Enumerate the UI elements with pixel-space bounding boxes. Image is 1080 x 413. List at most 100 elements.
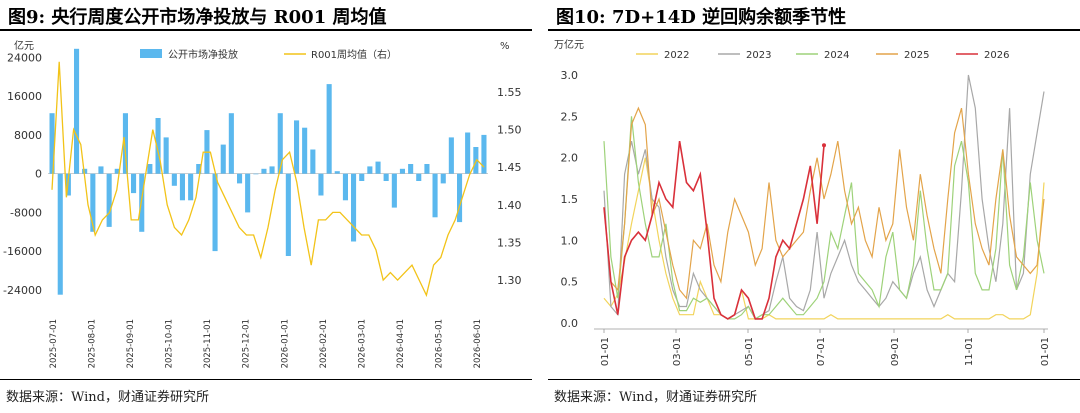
net-injection-bar (375, 161, 381, 174)
x-tick-label: 11-01 (964, 337, 975, 366)
legend-label-2025: 2025 (904, 50, 929, 61)
right-y-tick-label: 1.30 (497, 274, 522, 287)
net-injection-bar (416, 173, 422, 181)
left-y-tick-label: 0 (35, 168, 42, 181)
right-y-tick-label: 1.45 (497, 161, 522, 174)
x-tick-label: 05-01 (744, 337, 755, 366)
left-footer-rule (0, 379, 532, 380)
x-tick-label: 01-01 (1040, 337, 1051, 366)
left-y-tick-label: -8000 (10, 206, 42, 219)
x-tick-label: 2025-09-01 (126, 319, 136, 368)
net-injection-bar (82, 168, 88, 174)
right-y-tick-label: 1.55 (497, 86, 522, 99)
left-title-rule (0, 29, 532, 31)
right-y-tick-label: 1.40 (497, 199, 522, 212)
net-injection-bar (106, 173, 112, 227)
net-injection-r001-chart: 亿元 % 公开市场净投放 R001周均值（右） 24000 16000 8000 0 -8000… (3, 39, 522, 368)
x-tick-label: 2026-02-01 (319, 319, 329, 368)
x-tick-label: 03-01 (672, 337, 683, 366)
net-injection-bar (90, 173, 96, 232)
net-injection-bar (285, 173, 291, 256)
net-injection-bar (171, 173, 177, 186)
legend-bar-label: 公开市场净投放 (168, 48, 238, 61)
net-injection-bar (49, 113, 55, 174)
net-injection-bar (359, 173, 365, 181)
left-y-tick-label: -24000 (3, 284, 42, 297)
net-injection-bar (179, 173, 185, 201)
legend-line-label: R001周均值（右） (311, 48, 397, 61)
x-tick-label: 2026-01-01 (280, 319, 290, 368)
net-injection-bar (212, 173, 218, 252)
net-injection-bar (326, 84, 332, 174)
net-injection-bar (351, 173, 357, 242)
net-injection-bar (163, 137, 169, 174)
net-injection-bar (294, 120, 300, 174)
x-tick-label: 2026-03-01 (357, 319, 367, 368)
y-tick-label: 2.0 (561, 152, 579, 165)
x-tick-label: 2026-06-01 (473, 319, 483, 368)
right-chart-title: 图10: 7D+14D 逆回购余额季节性 (556, 7, 847, 28)
x-tick-label: 2025-07-01 (49, 319, 59, 368)
left-axis-unit: 亿元 (14, 39, 34, 52)
net-injection-bar (481, 134, 487, 174)
legend-label-2022: 2022 (664, 50, 689, 61)
r001-line (51, 61, 485, 298)
x-tick-label: 2025-10-01 (165, 319, 175, 368)
reverse-repo-seasonality-chart: 万亿元 2022 2023 2024 2025 2026 3.0 2.5 2.0 1.5 1.0 0.… (554, 38, 1051, 366)
net-injection-bar (196, 164, 202, 174)
net-injection-bar (261, 168, 267, 174)
net-injection-bar (440, 173, 446, 184)
x-tick-label: 01-01 (600, 337, 611, 366)
x-tick-label: 2025-12-01 (242, 319, 252, 368)
net-injection-bar (448, 137, 454, 174)
net-injection-bar (188, 173, 194, 201)
legend-label-2023: 2023 (746, 50, 771, 61)
net-injection-bar (342, 173, 348, 201)
y-tick-label: 0.0 (561, 317, 579, 330)
net-injection-bar (465, 132, 471, 174)
net-injection-bar (367, 166, 373, 174)
net-injection-bar (245, 173, 251, 213)
net-injection-bar (237, 173, 243, 184)
net-injection-bar (391, 173, 397, 208)
right-chart-panel: 图10: 7D+14D 逆回购余额季节性 万亿元 2022 2023 2024 2025… (548, 0, 1080, 413)
x-tick-label: 09-01 (890, 337, 901, 366)
right-axis-unit: % (500, 41, 510, 52)
net-injection-bar (98, 166, 104, 174)
left-y-tick-label: 8000 (14, 129, 42, 142)
legend-label-2026: 2026 (984, 50, 1009, 61)
left-y-tick-label: -16000 (3, 245, 42, 258)
net-injection-bar (253, 173, 259, 175)
x-tick-label: 2026-05-01 (434, 319, 444, 368)
net-injection-bar (318, 173, 324, 196)
series-line-2022 (603, 157, 1045, 320)
y-axis-unit: 万亿元 (554, 38, 584, 51)
net-injection-bar (228, 113, 234, 174)
right-y-tick-label: 1.50 (497, 124, 522, 137)
net-injection-bar (147, 164, 153, 174)
left-chart-title: 图9: 央行周度公开市场净投放与 R001 周均值 (8, 7, 387, 28)
left-y-tick-label: 24000 (7, 52, 42, 65)
x-tick-label: 2026-04-01 (396, 319, 406, 368)
legend-label-2024: 2024 (824, 50, 849, 61)
net-injection-bar (383, 173, 389, 181)
net-injection-bar (310, 149, 316, 174)
left-chart-panel: 图9: 央行周度公开市场净投放与 R001 周均值 亿元% 公开市场净投放 R001… (0, 0, 532, 413)
net-injection-bar (269, 166, 275, 174)
y-tick-label: 2.5 (561, 110, 579, 123)
y-tick-label: 3.0 (561, 69, 579, 82)
series-line-2024 (603, 116, 1045, 320)
left-y-tick-label: 16000 (7, 90, 42, 103)
x-tick-label: 2025-08-01 (88, 319, 98, 368)
net-injection-bar (334, 171, 340, 174)
legend-bar-swatch (140, 49, 162, 58)
series-line-2025 (603, 106, 1045, 300)
net-injection-bar (408, 164, 414, 174)
net-injection-bar (114, 168, 120, 174)
net-injection-bar (122, 113, 128, 174)
net-injection-bar (220, 144, 226, 174)
x-tick-label: 07-01 (816, 337, 827, 366)
net-injection-bar (57, 173, 63, 295)
x-tick-label: 2025-11-01 (203, 319, 213, 368)
net-injection-bar (457, 173, 463, 223)
